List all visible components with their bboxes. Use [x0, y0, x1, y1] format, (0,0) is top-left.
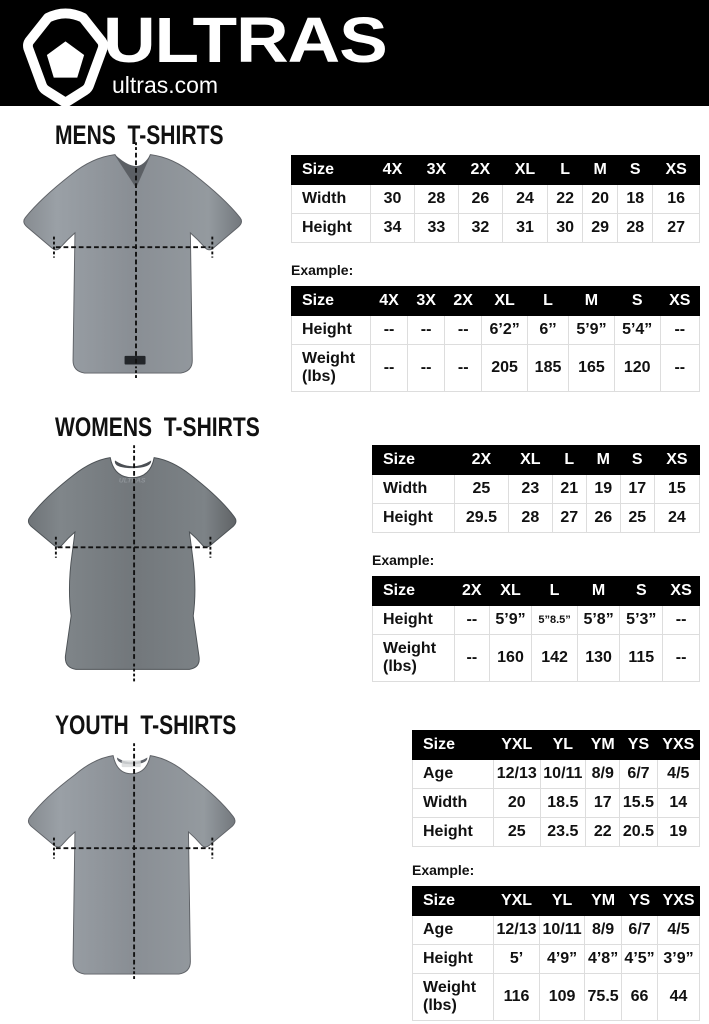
- svg-text:ULTRAS: ULTRAS: [119, 477, 146, 484]
